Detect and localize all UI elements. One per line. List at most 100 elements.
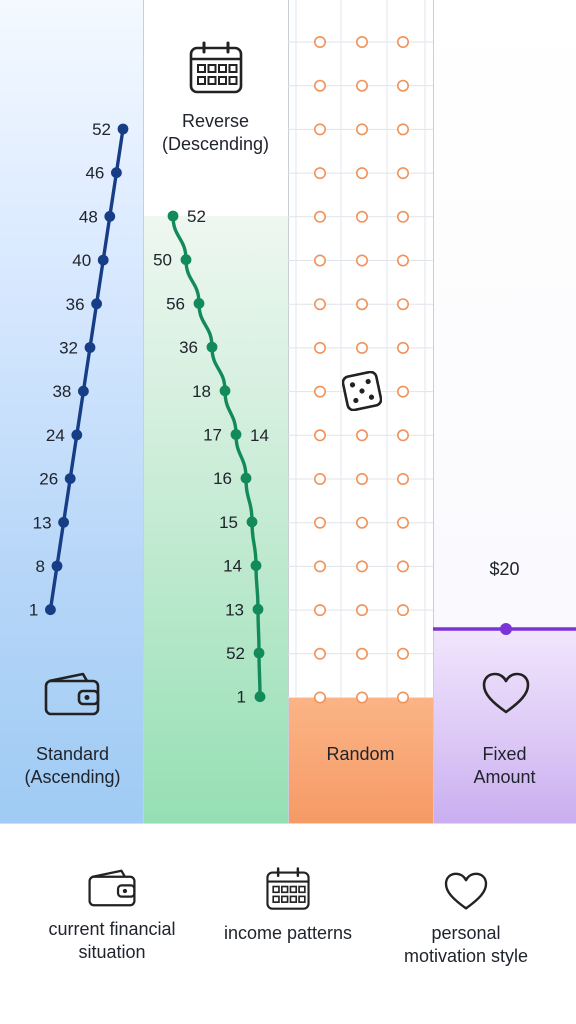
reverse-value-label: 17	[203, 426, 222, 445]
random-dot	[396, 210, 409, 223]
random-dot	[355, 254, 368, 267]
random-dot	[355, 560, 368, 573]
reverse-point	[252, 603, 264, 615]
standard-column	[0, 0, 143, 824]
reverse-value-label: 56	[166, 294, 185, 313]
random-dot	[313, 210, 326, 223]
random-dot	[313, 167, 326, 180]
random-dot	[355, 210, 368, 223]
standard-value-label: 36	[66, 295, 85, 314]
standard-value-label: 24	[46, 426, 65, 445]
random-dot	[396, 123, 409, 136]
footer-label: current financial	[48, 919, 176, 939]
fixed-label: Fixed Amount	[473, 744, 536, 787]
reverse-extra-label: 14	[250, 426, 269, 445]
random-fill	[288, 697, 433, 824]
standard-point	[64, 473, 76, 484]
fixed-column	[433, 0, 576, 824]
fixed-amount-value: $20	[489, 559, 520, 579]
random-dot	[355, 123, 368, 136]
standard-point	[78, 385, 89, 397]
random-dot	[355, 516, 368, 529]
random-dot	[355, 429, 368, 442]
random-dot	[355, 298, 368, 311]
random-dot	[313, 341, 326, 354]
reverse-value-label: 36	[179, 338, 198, 357]
standard-point	[58, 516, 69, 528]
reverse-value-label: 1	[237, 688, 246, 707]
reverse-point	[180, 254, 192, 266]
random-dot	[396, 35, 409, 48]
standard-point	[111, 167, 122, 179]
standard-value-label: 8	[36, 557, 45, 576]
reverse-column	[143, 0, 288, 824]
random-dot	[313, 691, 326, 704]
random-dot	[313, 560, 326, 573]
random-dot	[355, 604, 368, 617]
standard-value-label: 48	[79, 207, 98, 226]
reverse-label: Reverse (Descending)	[161, 111, 270, 154]
reverse-point	[254, 691, 266, 703]
wallet-icon	[44, 672, 100, 716]
random-dot	[355, 647, 368, 660]
standard-value-label: 38	[52, 382, 71, 401]
reverse-value-label: 14	[223, 557, 242, 576]
random-dot	[396, 647, 409, 660]
wallet-icon	[88, 869, 136, 907]
random-dot	[396, 167, 409, 180]
fixed-fill	[433, 629, 576, 824]
section-border	[0, 823, 576, 824]
standard-value-label: 1	[29, 601, 38, 620]
random-dot	[396, 385, 409, 398]
standard-value-label: 13	[33, 513, 52, 532]
reverse-point	[230, 429, 242, 440]
reverse-point	[206, 341, 218, 353]
reverse-line	[171, 215, 262, 697]
random-dot	[355, 35, 368, 48]
standard-point	[117, 123, 129, 135]
random-dot	[313, 79, 326, 92]
calendar-icon	[266, 867, 310, 910]
random-dot	[313, 647, 326, 660]
standard-point	[104, 211, 116, 222]
standard-value-label: 46	[85, 164, 104, 183]
calendar-icon	[189, 41, 243, 94]
random-dot	[313, 472, 326, 485]
reverse-point	[167, 210, 179, 222]
footer-label: personal	[431, 923, 501, 943]
random-dot	[313, 298, 326, 311]
dice-icon	[342, 371, 382, 411]
reverse-value-label: 15	[219, 513, 238, 532]
random-dot	[396, 472, 409, 485]
reverse-point	[246, 516, 258, 528]
random-dot	[355, 341, 368, 354]
column-divider	[433, 0, 434, 824]
random-dot	[355, 691, 368, 704]
footer-label: motivation style	[403, 946, 529, 966]
random-column	[288, 0, 433, 824]
reverse-point	[193, 298, 205, 309]
footer-label: income patterns	[223, 923, 353, 943]
standard-label: Standard (Ascending)	[24, 744, 121, 787]
random-dot	[396, 604, 409, 617]
reverse-value-label: 50	[153, 251, 172, 270]
random-dot	[396, 254, 409, 267]
standard-value-label: 32	[59, 339, 78, 358]
standard-point	[71, 429, 83, 441]
plot-overlay: 52 46 48 40 36 32 38 24 26 13 8 1 52 50 56 36 18 17 16 15 14…	[29, 0, 576, 707]
reverse-point	[250, 560, 262, 571]
standard-point	[84, 342, 96, 353]
random-dot	[313, 516, 326, 529]
random-dot	[396, 298, 409, 311]
random-dot	[355, 472, 368, 485]
random-dot	[313, 385, 326, 398]
standard-point	[51, 560, 63, 572]
standard-value-label: 26	[39, 470, 58, 489]
reverse-value-label: 13	[225, 600, 244, 619]
footer-financial-situation: current financial situation	[16, 868, 208, 964]
random-dot	[396, 691, 409, 704]
reverse-value-label: 52	[187, 207, 206, 226]
column-divider	[143, 0, 144, 824]
reverse-fill	[143, 216, 288, 824]
random-dot	[313, 254, 326, 267]
